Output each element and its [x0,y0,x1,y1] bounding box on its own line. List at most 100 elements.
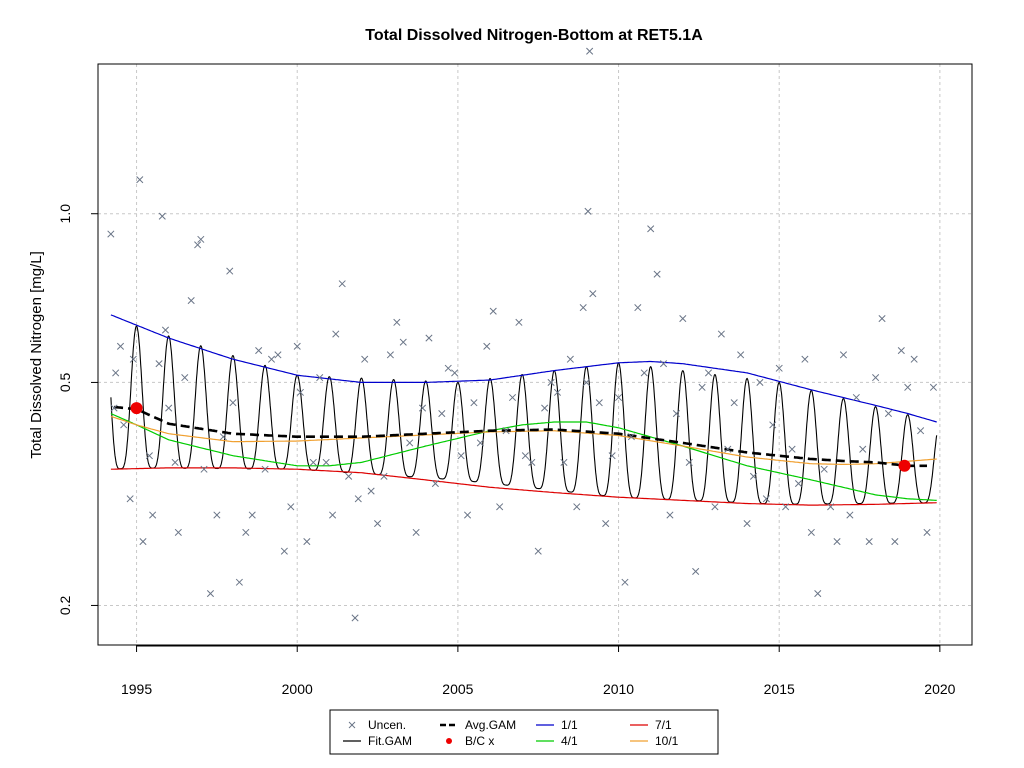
uncensored-point [261,465,269,473]
uncensored-point [589,290,597,298]
uncensored-point [267,355,276,363]
uncensored-point [444,364,452,372]
y-tick-label: 0.5 [57,372,73,392]
uncensored-point [582,378,590,386]
uncensored-point [329,511,337,519]
uncensored-point [229,399,237,407]
uncensored-point [666,511,674,519]
uncensored-point [496,503,504,511]
uncensored-point [139,538,147,546]
legend-label: 10/1 [655,734,679,748]
uncensored-point [280,547,288,555]
bc-points [130,402,911,472]
uncensored-point [120,421,128,429]
uncensored-point [807,528,815,536]
uncensored-point [206,590,215,598]
legend-box [329,709,719,755]
uncensored-point [219,433,227,441]
uncensored-point [627,433,635,441]
uncensored-point [653,270,661,278]
uncensored-point [508,393,517,402]
uncensored-point [406,439,414,447]
uncensored-point [242,528,250,536]
uncensored-point [749,472,758,480]
x-tick-label: 1995 [121,681,152,697]
uncensored-point [274,351,282,359]
uncensored-point [296,388,304,396]
uncensored-point [917,427,925,435]
uncensored-point [769,421,777,429]
uncensored-point [197,235,205,243]
uncensored-point [165,404,173,412]
legend-item: 7/1 [630,718,672,732]
legend-item: 4/1 [536,734,578,748]
uncensored-point [859,445,867,453]
uncensored-point [287,503,295,511]
uncensored-point [293,342,301,350]
uncensored-point [730,399,738,407]
uncensored-point [255,346,263,355]
uncensored-point [351,614,359,622]
uncensored-point [553,388,562,396]
legend-item: Fit.GAM [343,734,412,748]
uncensored-point [595,399,603,407]
uncensored-point [373,519,382,528]
x-tick-label: 2000 [282,681,313,697]
uncensored-point [502,427,510,435]
uncensored-point [794,480,803,488]
uncensored-point [451,369,459,377]
uncensored-point [116,342,125,350]
uncensored-point [711,503,719,511]
series-1-1 [110,314,937,423]
uncensored-point [470,399,478,407]
uncensored-point [584,207,592,215]
x-tick-label: 2005 [442,681,473,697]
uncensored-point [679,315,687,323]
legend-item: Avg.GAM [440,718,516,732]
uncensored-point [129,355,137,363]
uncensored-point [602,519,610,528]
uncensored-point [717,330,725,338]
uncensored-point [200,465,208,473]
y-axis-label: Total Dissolved Nitrogen [mg/L] [28,251,45,459]
uncensored-point [354,495,362,503]
uncensored-point [161,326,170,334]
uncensored-point [126,495,134,503]
chart-title: Total Dissolved Nitrogen-Bottom at RET5.… [365,27,703,44]
legend-label: Fit.GAM [368,734,412,748]
grid [98,64,972,645]
series-layer [110,314,938,506]
x-axis: 1995 2000 2005 2010 2015 2020 [121,645,956,697]
legend-label: B/C x [465,734,494,748]
uncensored-point [213,511,221,519]
uncensored-point [586,47,594,55]
uncensored-point [316,374,324,382]
uncensored-point [827,503,835,511]
legend-item: B/C x [446,734,494,748]
uncensored-point [155,360,163,368]
uncensored-point [756,378,764,386]
uncensored-point [412,528,420,536]
uncensored-point [833,538,841,546]
uncensored-point [145,452,153,460]
uncensored-point [107,230,115,238]
uncensored-point [737,351,745,359]
uncensored-point [579,304,587,312]
uncensored-point [226,267,234,275]
uncensored-point [534,547,542,555]
uncensored-point [846,511,854,519]
legend-label: 4/1 [561,734,578,748]
uncensored-point [489,307,497,315]
uncensored-point [463,511,472,519]
uncensored-point [698,383,706,391]
y-tick-label: 1.0 [57,204,73,224]
uncensored-point [112,369,120,377]
uncensored-point [659,360,668,368]
uncensored-point [929,383,937,391]
uncensored-point [865,538,873,546]
uncensored-point [174,528,182,536]
uncensored-points [107,47,937,622]
uncensored-point [393,318,401,326]
uncensored-point [425,334,433,342]
